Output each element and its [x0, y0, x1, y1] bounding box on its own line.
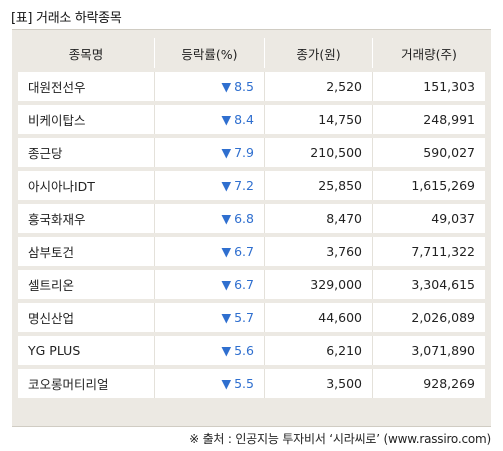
stock-name-cell: 흥국화재우 [18, 204, 155, 233]
page-title: [표] 거래소 하락종목 [11, 11, 122, 26]
change-rate-value: 6.7 [234, 244, 254, 259]
declining-stocks-table: 종목명 등락률(%) 종가(원) 거래량(주) 대원전선우 ▼ 8.5 2,520 15… [18, 34, 485, 402]
close-price-cell: 8,470 [265, 204, 373, 233]
change-rate-value: 6.8 [234, 211, 254, 226]
change-rate-value: 5.7 [234, 310, 254, 325]
table-row: 셀트리온 ▼ 6.7 329,000 3,304,615 [18, 270, 485, 299]
volume-cell: 7,711,322 [373, 237, 485, 266]
table-body: 대원전선우 ▼ 8.5 2,520 151,303 비케이탑스 ▼ 8.4 14,750 248,… [18, 72, 485, 398]
stock-name-cell: 삼부토건 [18, 237, 155, 266]
close-price-cell: 44,600 [265, 303, 373, 332]
down-arrow-icon: ▼ [221, 376, 232, 391]
header-volume: 거래량(주) [401, 46, 457, 62]
table-header: 종목명 등락률(%) 종가(원) 거래량(주) [18, 38, 485, 68]
down-arrow-icon: ▼ [221, 145, 232, 160]
stock-name-cell: 셀트리온 [18, 270, 155, 299]
table-row: 삼부토건 ▼ 6.7 3,760 7,711,322 [18, 237, 485, 266]
volume-cell: 3,071,890 [373, 336, 485, 365]
stock-name-cell: 비케이탑스 [18, 105, 155, 134]
stock-name-cell: 대원전선우 [18, 72, 155, 101]
change-rate-value: 6.7 [234, 277, 254, 292]
change-rate-cell: ▼ 5.6 [155, 336, 265, 365]
volume-cell: 2,026,089 [373, 303, 485, 332]
change-rate-value: 8.4 [234, 112, 254, 127]
change-rate-cell: ▼ 8.5 [155, 72, 265, 101]
close-price-cell: 6,210 [265, 336, 373, 365]
volume-cell: 590,027 [373, 138, 485, 167]
down-arrow-icon: ▼ [221, 277, 232, 292]
change-rate-value: 7.9 [234, 145, 254, 160]
table-row: 아시아나IDT ▼ 7.2 25,850 1,615,269 [18, 171, 485, 200]
change-rate-value: 5.6 [234, 343, 254, 358]
change-rate-value: 5.5 [234, 376, 254, 391]
change-rate-value: 7.2 [234, 178, 254, 193]
down-arrow-icon: ▼ [221, 343, 232, 358]
close-price-cell: 14,750 [265, 105, 373, 134]
change-rate-cell: ▼ 7.9 [155, 138, 265, 167]
header-stock-name: 종목명 [18, 38, 155, 68]
down-arrow-icon: ▼ [221, 178, 232, 193]
stock-name-cell: 코오롱머티리얼 [18, 369, 155, 398]
down-arrow-icon: ▼ [221, 244, 232, 259]
change-rate-cell: ▼ 5.7 [155, 303, 265, 332]
stock-name-cell: YG PLUS [18, 336, 155, 365]
table-frame: 종목명 등락률(%) 종가(원) 거래량(주) 대원전선우 ▼ 8.5 2,520 15… [12, 29, 491, 427]
down-arrow-icon: ▼ [221, 310, 232, 325]
change-rate-value: 8.5 [234, 79, 254, 94]
table-row: 흥국화재우 ▼ 6.8 8,470 49,037 [18, 204, 485, 233]
volume-cell: 248,991 [373, 105, 485, 134]
change-rate-cell: ▼ 6.8 [155, 204, 265, 233]
volume-cell: 928,269 [373, 369, 485, 398]
volume-cell: 151,303 [373, 72, 485, 101]
stock-name-cell: 아시아나IDT [18, 171, 155, 200]
header-change-rate: 등락률(%) [155, 38, 265, 68]
close-price-cell: 3,760 [265, 237, 373, 266]
change-rate-cell: ▼ 5.5 [155, 369, 265, 398]
close-price-cell: 2,520 [265, 72, 373, 101]
volume-cell: 1,615,269 [373, 171, 485, 200]
change-rate-cell: ▼ 6.7 [155, 237, 265, 266]
down-arrow-icon: ▼ [221, 79, 232, 94]
volume-cell: 3,304,615 [373, 270, 485, 299]
down-arrow-icon: ▼ [221, 112, 232, 127]
header-close-price: 종가(원) [265, 38, 373, 68]
table-row: 비케이탑스 ▼ 8.4 14,750 248,991 [18, 105, 485, 134]
header-row: 종목명 등락률(%) 종가(원) 거래량(주) [18, 38, 485, 68]
table-row: 명신산업 ▼ 5.7 44,600 2,026,089 [18, 303, 485, 332]
change-rate-cell: ▼ 7.2 [155, 171, 265, 200]
down-arrow-icon: ▼ [221, 211, 232, 226]
close-price-cell: 329,000 [265, 270, 373, 299]
source-note: ※ 출처 : 인공지능 투자비서 ‘시라씨로’ (www.rassiro.com… [189, 432, 491, 446]
close-price-cell: 25,850 [265, 171, 373, 200]
close-price-cell: 210,500 [265, 138, 373, 167]
table-row: 코오롱머티리얼 ▼ 5.5 3,500 928,269 [18, 369, 485, 398]
table-row: 대원전선우 ▼ 8.5 2,520 151,303 [18, 72, 485, 101]
table-row: 종근당 ▼ 7.9 210,500 590,027 [18, 138, 485, 167]
change-rate-cell: ▼ 8.4 [155, 105, 265, 134]
stock-name-cell: 종근당 [18, 138, 155, 167]
stock-name-cell: 명신산업 [18, 303, 155, 332]
volume-cell: 49,037 [373, 204, 485, 233]
change-rate-cell: ▼ 6.7 [155, 270, 265, 299]
table-row: YG PLUS ▼ 5.6 6,210 3,071,890 [18, 336, 485, 365]
close-price-cell: 3,500 [265, 369, 373, 398]
